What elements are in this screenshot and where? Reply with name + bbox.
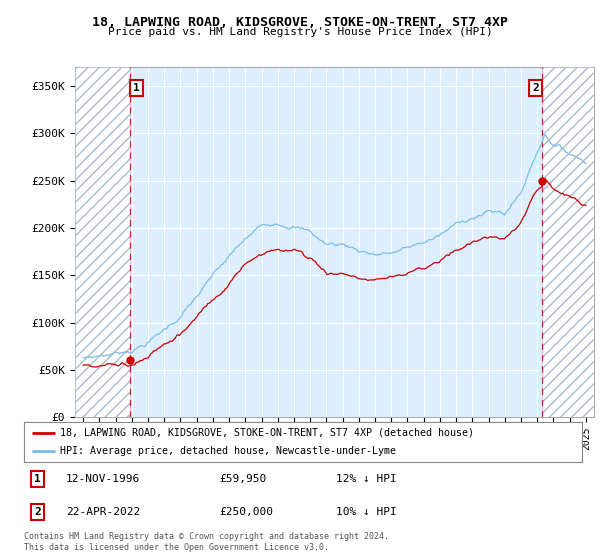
Text: 1: 1 (34, 474, 41, 484)
Text: Price paid vs. HM Land Registry's House Price Index (HPI): Price paid vs. HM Land Registry's House … (107, 27, 493, 38)
Text: 12% ↓ HPI: 12% ↓ HPI (337, 474, 397, 484)
Text: Contains HM Land Registry data © Crown copyright and database right 2024.: Contains HM Land Registry data © Crown c… (24, 532, 389, 541)
Bar (542, 67, 594, 417)
Text: 18, LAPWING ROAD, KIDSGROVE, STOKE-ON-TRENT, ST7 4XP: 18, LAPWING ROAD, KIDSGROVE, STOKE-ON-TR… (92, 16, 508, 29)
Text: £250,000: £250,000 (220, 507, 273, 517)
Text: 22-APR-2022: 22-APR-2022 (66, 507, 140, 517)
Text: 2: 2 (532, 83, 539, 93)
Text: 10% ↓ HPI: 10% ↓ HPI (337, 507, 397, 517)
Text: £59,950: £59,950 (220, 474, 266, 484)
Text: 18, LAPWING ROAD, KIDSGROVE, STOKE-ON-TRENT, ST7 4XP (detached house): 18, LAPWING ROAD, KIDSGROVE, STOKE-ON-TR… (60, 428, 474, 437)
Text: 12-NOV-1996: 12-NOV-1996 (66, 474, 140, 484)
Text: HPI: Average price, detached house, Newcastle-under-Lyme: HPI: Average price, detached house, Newc… (60, 446, 396, 456)
Text: 1: 1 (133, 83, 140, 93)
Bar (75, 67, 130, 417)
Text: 2: 2 (34, 507, 41, 517)
Text: This data is licensed under the Open Government Licence v3.0.: This data is licensed under the Open Gov… (24, 543, 329, 552)
